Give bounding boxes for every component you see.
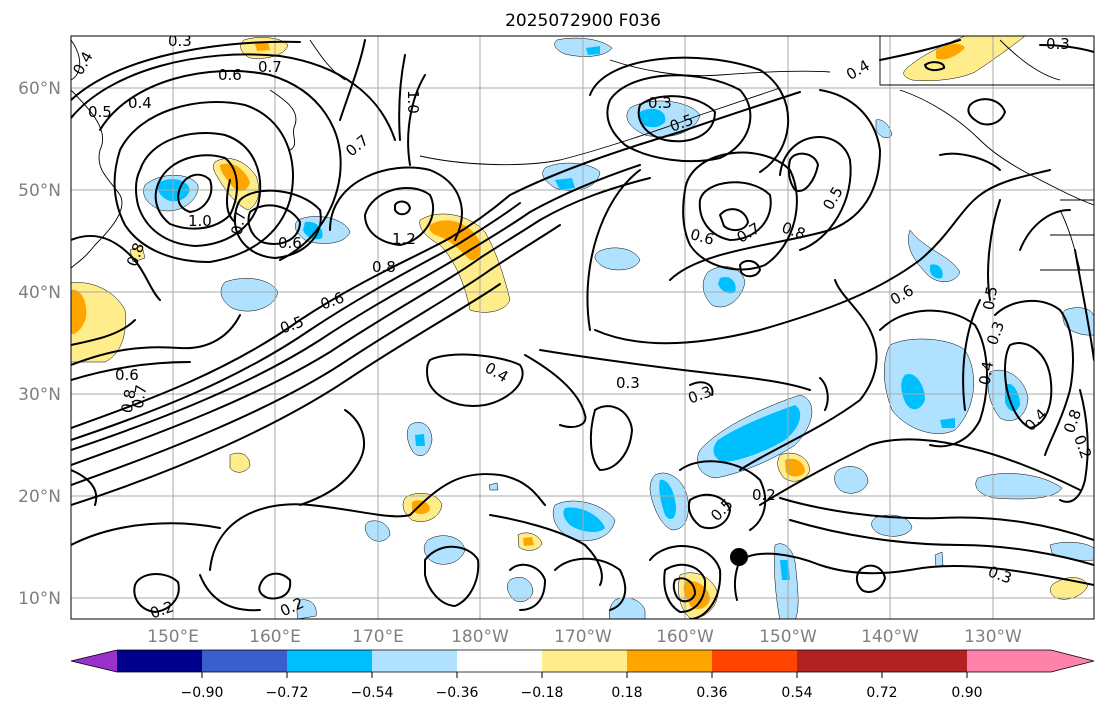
lat-label: 20°N: [18, 487, 61, 507]
contour-label: 0.4: [975, 360, 997, 387]
contour-label: 0.7: [129, 383, 151, 410]
colorbar-tick: 0.54: [781, 685, 812, 701]
colorbar: −0.90 −0.72 −0.54 −0.36 −0.18 0.18 0.36 …: [70, 649, 1095, 701]
colorbar-segment: [287, 650, 372, 672]
colorbar-tick: 0.72: [866, 685, 897, 701]
lat-label: 60°N: [18, 79, 61, 99]
colorbar-tick: −0.54: [351, 685, 394, 701]
lat-label: 50°N: [18, 181, 61, 201]
contour-label: 1.0: [188, 212, 212, 230]
contour-label: 0.4: [128, 94, 152, 112]
graticule: [71, 36, 1094, 619]
storm-position-marker: [730, 548, 748, 566]
contour-label: 0.3: [1046, 35, 1070, 53]
contour-label: 0.2: [148, 597, 177, 622]
contour-label: 0.3: [616, 374, 640, 392]
contour-label: 0.7: [258, 58, 282, 76]
contour-label: 0.5: [88, 103, 112, 121]
lon-label: 160°W: [656, 627, 714, 647]
contour-label: 0.8: [372, 258, 396, 276]
lat-label: 40°N: [18, 283, 61, 303]
lon-label: 160°E: [249, 627, 301, 647]
coastlines: [71, 36, 1094, 271]
contour-label: 0.6: [218, 66, 242, 84]
colorbar-segment: [372, 650, 457, 672]
colorbar-extend-high: [967, 650, 1094, 672]
lat-label: 30°N: [18, 385, 61, 405]
lon-label: 170°E: [352, 627, 404, 647]
colorbar-tick: −0.90: [181, 685, 224, 701]
contour-label: 0.2: [1070, 433, 1095, 462]
contour-label: 0.3: [648, 94, 672, 112]
lon-label: 130°W: [964, 627, 1022, 647]
contour-lines: [71, 39, 1094, 619]
colorbar-segment: [202, 650, 287, 672]
colorbar-segment: [117, 650, 202, 672]
latitude-labels: 60°N 50°N 40°N 30°N 20°N 10°N: [18, 79, 61, 609]
map-frame: [70, 35, 1095, 620]
contour-label: 0.3: [168, 32, 192, 50]
longitude-labels: 150°E 160°E 170°E 180°W 170°W 160°W 150°…: [147, 627, 1022, 647]
lon-label: 170°W: [554, 627, 612, 647]
colorbar-segment: [797, 650, 882, 672]
contour-label: 0.7: [228, 210, 250, 237]
contour-label: 0.6: [115, 366, 139, 384]
colorbar-tick: 0.90: [951, 685, 982, 701]
contour-label: 0.8: [118, 388, 140, 415]
contour-label: 0.2: [752, 486, 776, 504]
colorbar-segment: [542, 650, 627, 672]
contour-label: 1.2: [392, 230, 416, 248]
colorbar-tick: −0.18: [521, 685, 564, 701]
lon-label: 150°W: [759, 627, 817, 647]
strong-negative-anomaly-shading: [157, 46, 1020, 580]
colorbar-segment: [457, 650, 542, 672]
colorbar-segment: [627, 650, 712, 672]
lon-label: 140°W: [861, 627, 919, 647]
lon-label: 180°W: [451, 627, 509, 647]
contour-label: 0.5: [979, 285, 1001, 312]
map-title: 2025072900 F036: [505, 11, 661, 31]
contour-label: 0.6: [278, 234, 302, 252]
contour-label: 1.0: [404, 90, 422, 114]
colorbar-tick: 0.36: [696, 685, 727, 701]
colorbar-tick: 0.18: [611, 685, 642, 701]
colorbar-tick: −0.36: [436, 685, 479, 701]
contour-label: 0.6: [688, 225, 716, 249]
lon-label: 150°E: [147, 627, 199, 647]
map-panel: 0.3 0.4 0.5 0.4 0.6 0.7 1.0 0.7 1.0 0.6 …: [71, 32, 1095, 622]
colorbar-segment: [882, 650, 967, 672]
colorbar-extend-low: [71, 650, 117, 672]
colorbar-segment: [712, 650, 797, 672]
lat-label: 10°N: [18, 589, 61, 609]
colorbar-tick: −0.72: [266, 685, 309, 701]
